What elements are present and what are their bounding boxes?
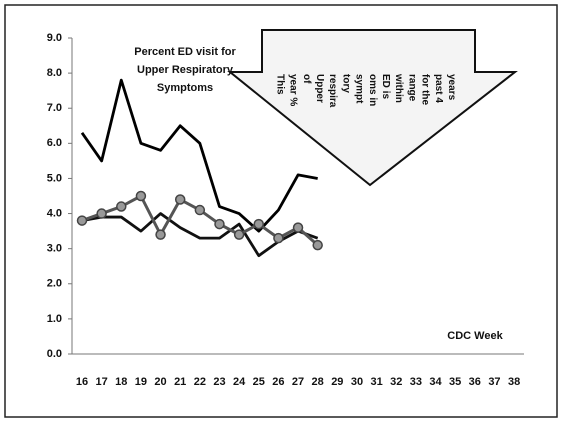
series-marker bbox=[76, 215, 88, 226]
y-tick-label: 4.0 bbox=[47, 207, 62, 219]
series-marker bbox=[96, 208, 107, 219]
x-tick-label: 17 bbox=[96, 376, 108, 388]
x-tick-label: 32 bbox=[390, 376, 402, 388]
series-marker bbox=[214, 218, 225, 230]
annotation-text: for the bbox=[420, 74, 431, 106]
chart-title: Percent ED visit for bbox=[134, 46, 236, 58]
x-tick-label: 33 bbox=[410, 376, 422, 388]
x-tick-label: 35 bbox=[449, 376, 461, 388]
y-tick-label: 5.0 bbox=[47, 172, 62, 184]
series-marker bbox=[116, 201, 127, 212]
y-tick-label: 0.0 bbox=[47, 348, 62, 360]
annotation-text: Upper bbox=[314, 74, 325, 103]
annotation-text: sympt bbox=[354, 74, 365, 104]
chart-title: Upper Respiratory bbox=[137, 64, 234, 76]
annotation-text: This bbox=[274, 74, 285, 95]
series-marker bbox=[135, 190, 147, 202]
annotation-text: ED is bbox=[380, 74, 391, 99]
x-tick-label: 28 bbox=[312, 376, 324, 388]
annotation-text: of bbox=[301, 74, 312, 84]
chart-title: Symptoms bbox=[157, 82, 213, 94]
series-marker bbox=[233, 229, 245, 240]
annotation-text: range bbox=[406, 74, 417, 102]
annotation-text: past 4 bbox=[433, 74, 444, 103]
series-marker bbox=[253, 218, 265, 230]
x-tick-label: 37 bbox=[488, 376, 500, 388]
x-tick-label: 24 bbox=[233, 376, 246, 388]
series-marker bbox=[155, 229, 166, 240]
series-marker bbox=[194, 204, 206, 216]
x-tick-label: 20 bbox=[154, 376, 166, 388]
x-tick-label: 29 bbox=[331, 376, 343, 388]
annotation-text: years bbox=[446, 74, 457, 101]
series-marker bbox=[273, 232, 284, 244]
x-axis-label: CDC Week bbox=[447, 330, 503, 342]
y-tick-label: 9.0 bbox=[47, 32, 62, 44]
x-tick-label: 38 bbox=[508, 376, 520, 388]
x-tick-label: 34 bbox=[429, 376, 442, 388]
series-marker bbox=[292, 222, 304, 233]
annotation-text: oms in bbox=[367, 74, 378, 106]
callout-arrow bbox=[227, 29, 518, 187]
x-tick-label: 27 bbox=[292, 376, 304, 388]
x-tick-label: 26 bbox=[272, 376, 284, 388]
x-tick-label: 19 bbox=[135, 376, 147, 388]
x-tick-label: 31 bbox=[370, 376, 382, 388]
series-marker bbox=[174, 194, 186, 205]
x-tick-label: 36 bbox=[469, 376, 481, 388]
y-tick-label: 1.0 bbox=[47, 313, 62, 325]
x-tick-label: 25 bbox=[253, 376, 265, 388]
annotation-text: respira bbox=[327, 74, 338, 108]
x-tick-label: 16 bbox=[76, 376, 88, 388]
x-tick-label: 18 bbox=[115, 376, 127, 388]
series-marker bbox=[312, 239, 323, 251]
x-tick-label: 23 bbox=[213, 376, 225, 388]
x-tick-label: 21 bbox=[174, 376, 186, 388]
annotation-text: year % bbox=[288, 74, 299, 106]
x-tick-label: 30 bbox=[351, 376, 363, 388]
y-tick-label: 6.0 bbox=[47, 137, 62, 149]
annotation-text: tory bbox=[340, 74, 351, 93]
y-tick-label: 2.0 bbox=[47, 278, 62, 290]
y-tick-label: 7.0 bbox=[47, 102, 62, 114]
series-line bbox=[80, 78, 318, 233]
x-tick-label: 22 bbox=[194, 376, 206, 388]
y-tick-label: 8.0 bbox=[47, 67, 62, 79]
annotation-text: within bbox=[393, 73, 404, 103]
y-tick-label: 3.0 bbox=[47, 243, 62, 255]
